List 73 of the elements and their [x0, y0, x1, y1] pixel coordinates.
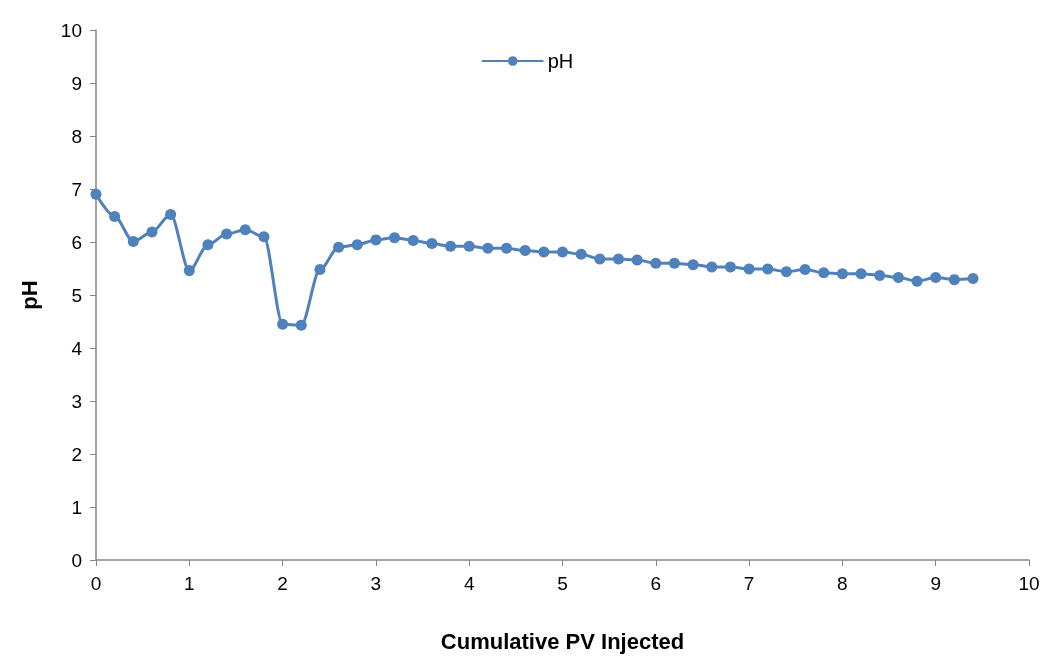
y-tick-label: 5: [71, 284, 82, 306]
point: [258, 231, 270, 243]
point: [631, 254, 643, 266]
point: [948, 274, 960, 286]
y-tick-label: 7: [71, 178, 82, 200]
y-tick-label: 10: [60, 19, 82, 41]
point: [930, 272, 942, 284]
point: [818, 267, 830, 279]
point: [295, 319, 307, 331]
x-tick-label: 7: [743, 573, 755, 594]
x-axis-title: Cumulative PV Injected: [440, 628, 685, 654]
x-tick-label: 10: [1018, 573, 1040, 594]
point: [351, 239, 363, 251]
point: [501, 242, 513, 254]
point: [762, 263, 774, 275]
point: [874, 269, 886, 281]
point: [277, 318, 289, 330]
point: [799, 264, 811, 276]
y-tick-label: 9: [71, 72, 82, 94]
point: [892, 272, 904, 284]
x-tick-label: 5: [557, 573, 568, 594]
x-tick-label: 8: [837, 573, 848, 594]
point: [333, 241, 345, 253]
point: [109, 211, 121, 223]
point: [314, 264, 326, 276]
y-tick-label: 0: [71, 549, 82, 571]
x-tick-label: 6: [650, 573, 662, 594]
y-tick-label: 1: [71, 496, 82, 518]
y-tick-label: 3: [71, 390, 82, 412]
point: [202, 239, 214, 251]
point: [724, 261, 736, 273]
point: [557, 246, 568, 258]
point: [650, 257, 662, 269]
point: [90, 188, 102, 200]
point: [575, 248, 587, 260]
point: [183, 265, 195, 277]
x-tick-label: 2: [277, 573, 288, 594]
y-tick-label: 8: [71, 125, 82, 147]
point: [911, 275, 923, 287]
point: [482, 242, 494, 254]
point: [165, 208, 177, 220]
x-tick-label: 4: [463, 573, 475, 594]
x-tick-label: 3: [370, 573, 382, 594]
point: [127, 235, 139, 247]
y-tick-label: 4: [71, 337, 83, 359]
point: [146, 226, 158, 238]
x-tick-label: 9: [930, 573, 941, 594]
point: [836, 268, 848, 280]
point: [463, 240, 475, 252]
point: [426, 238, 438, 250]
point: [594, 253, 606, 265]
x-tick-label: 0: [90, 573, 102, 594]
y-tick-label: 2: [71, 443, 82, 465]
point: [687, 259, 699, 271]
point: [407, 234, 419, 246]
legend-label: pH: [547, 50, 574, 72]
y-tick-label: 6: [71, 231, 82, 253]
x-tick-label: 1: [184, 573, 195, 594]
point: [668, 257, 680, 269]
point: [612, 253, 624, 265]
point: [519, 244, 531, 256]
point: [855, 268, 867, 280]
point: [221, 228, 233, 240]
point: [445, 240, 457, 252]
point: [370, 234, 382, 246]
point: [389, 232, 401, 244]
point: [780, 266, 792, 278]
point: [743, 263, 755, 275]
point: [538, 246, 550, 258]
point: [967, 273, 979, 285]
point: [239, 224, 251, 236]
y-axis-title: pH: [16, 280, 42, 310]
point: [706, 261, 718, 273]
